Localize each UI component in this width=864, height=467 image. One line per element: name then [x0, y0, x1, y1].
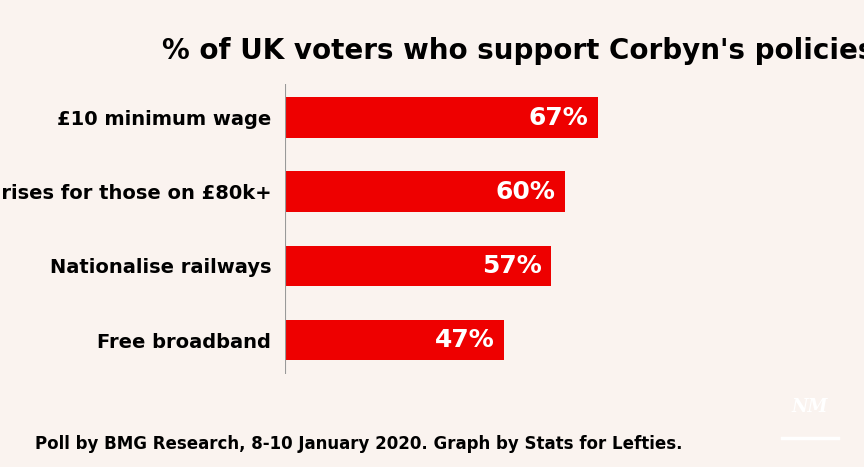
Bar [285, 171, 565, 212]
Text: 47%: 47% [435, 328, 495, 352]
Text: 57%: 57% [482, 254, 542, 278]
Bar [285, 246, 551, 286]
Text: 60%: 60% [496, 180, 556, 204]
Bar [285, 97, 598, 138]
Title: % of UK voters who support Corbyn's policies: % of UK voters who support Corbyn's poli… [162, 37, 864, 65]
Text: 67%: 67% [529, 106, 588, 130]
Text: NM: NM [791, 398, 829, 416]
Bar [285, 319, 505, 361]
Text: Poll by BMG Research, 8-10 January 2020. Graph by Stats for Lefties.: Poll by BMG Research, 8-10 January 2020.… [35, 435, 682, 453]
